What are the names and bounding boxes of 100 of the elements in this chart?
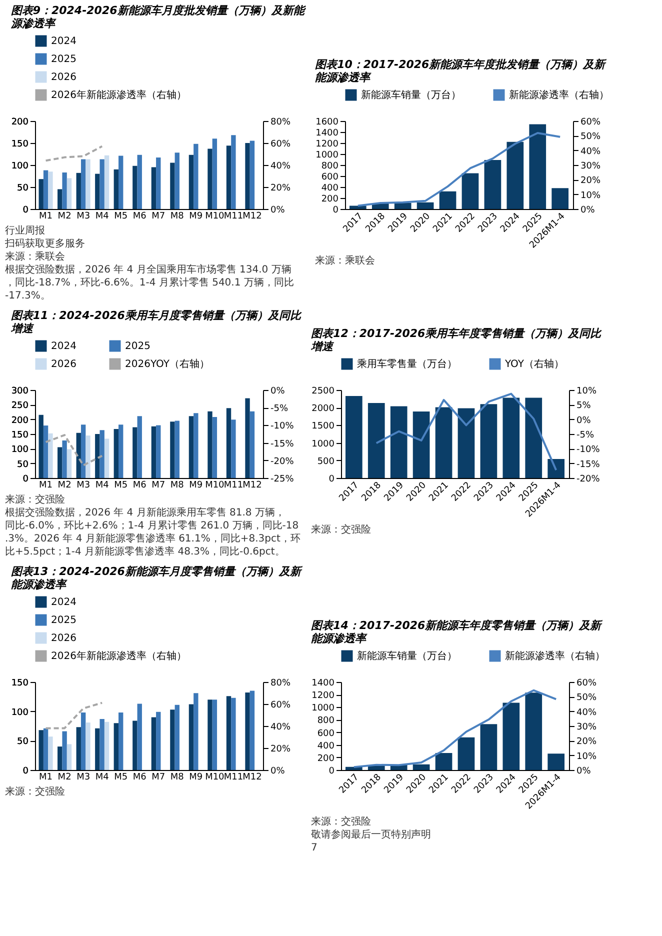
y2-tick-label: 5%: [576, 401, 592, 412]
y2-tick-label: 20%: [270, 744, 291, 754]
bar: [76, 172, 81, 209]
bar: [231, 420, 236, 478]
y2-tick-label: 0%: [270, 386, 286, 396]
bar: [231, 698, 236, 770]
bar: [58, 447, 62, 478]
bar: [552, 188, 569, 209]
bar: [132, 166, 138, 209]
bar: [80, 424, 86, 478]
y-tick-label: 200: [11, 416, 29, 426]
bar: [114, 723, 119, 770]
legend-label: 2024: [51, 341, 76, 352]
bar: [100, 159, 104, 209]
y-tick-label: 100: [11, 445, 29, 456]
chart-title: 图表9：2024-2026新能源车月度批发销量（万辆）及新能源渗透率: [10, 4, 306, 30]
y-tick-label: 0: [22, 474, 29, 484]
bar: [212, 416, 218, 478]
chart-title: 图表12：2017-2026乘用车年度零售销量（万辆）及同比增速: [310, 327, 602, 353]
y-tick-label: 0: [328, 766, 335, 776]
x-tick-label: M4: [95, 212, 110, 222]
bar: [43, 425, 48, 478]
bar: [66, 178, 72, 209]
bar: [104, 155, 110, 209]
y-tick-label: 250: [11, 401, 29, 412]
bar: [208, 700, 212, 770]
bar: [525, 398, 542, 478]
y-tick-label: 2500: [312, 386, 335, 396]
y-tick-label: 0: [332, 206, 339, 216]
bar: [188, 154, 194, 209]
bar: [502, 398, 520, 478]
y2-tick-label: 0%: [576, 766, 592, 776]
x-tick-label: M5: [114, 772, 128, 782]
y2-tick-label: 80%: [270, 118, 291, 128]
bar: [156, 425, 161, 478]
y2-tick-label: 10%: [580, 190, 601, 201]
legend-label: 新能源渗透率（右轴）: [505, 650, 605, 662]
y-tick-label: 150: [11, 140, 29, 150]
x-tick-label: M2: [58, 480, 72, 490]
chart-title: 图表11：2024-2026乘用车月度零售销量（万辆）及同比增速: [10, 309, 302, 335]
legend-label: 2026: [51, 633, 76, 644]
x-tick-label: M1: [39, 772, 53, 782]
bar: [480, 724, 498, 770]
y-tick-label: 150: [11, 678, 29, 688]
legend-label: 2024: [51, 597, 76, 608]
bar: [170, 710, 175, 770]
y2-tick-label: -25%: [270, 474, 294, 484]
y2-tick-label: 0%: [270, 206, 286, 216]
y-tick-label: 200: [317, 754, 335, 764]
y2-tick-label: 50%: [580, 132, 601, 142]
line-series: [356, 132, 562, 207]
text: 7: [311, 842, 318, 854]
bar: [156, 158, 161, 209]
bar: [100, 430, 104, 478]
y-tick-label: 800: [321, 162, 339, 172]
x-tick-label: M8: [170, 480, 184, 490]
x-tick-label: M8: [170, 772, 184, 782]
y2-tick-label: 10%: [576, 386, 597, 396]
chart-title: 图表13：2024-2026新能源车月度零售销量（万辆）及新能源渗透率: [10, 565, 303, 591]
y-tick-label: 300: [11, 386, 29, 396]
bar: [95, 728, 100, 770]
bar: [435, 407, 452, 478]
y-tick-label: 1400: [312, 678, 335, 688]
y2-tick-label: 30%: [580, 162, 601, 172]
bar: [43, 728, 48, 770]
bar: [245, 143, 250, 209]
x-tick-label: M10: [205, 480, 225, 490]
legend-label: 2026YOY（右轴）: [125, 358, 210, 370]
bar: [212, 700, 218, 770]
y2-tick-label: 60%: [270, 700, 291, 710]
bar: [194, 693, 198, 770]
y2-tick-label: 40%: [580, 146, 601, 157]
bar: [137, 154, 142, 209]
line-series: [352, 689, 558, 768]
y-tick-label: 50: [17, 460, 29, 470]
y-tick-label: 1000: [316, 150, 339, 160]
y-tick-label: 800: [317, 716, 335, 726]
y-tick-label: 0: [22, 766, 29, 776]
y2-tick-label: 10%: [576, 752, 597, 762]
bar: [86, 722, 90, 770]
bar: [208, 411, 212, 478]
bar: [188, 416, 194, 478]
legend-label: 新能源渗透率（右轴）: [509, 89, 609, 101]
bar: [76, 432, 81, 478]
x-tick-label: M3: [76, 212, 90, 222]
y2-tick-label: 0%: [270, 766, 286, 776]
y-tick-label: 150: [11, 430, 29, 440]
legend-label: 2024: [51, 36, 76, 47]
x-tick-label: M12: [242, 772, 262, 782]
text: 根据交强险数据，2026 年 4 月全国乘用车市场零售 134.0 万辆，同比-18.7%，环比-6.6%。1-4 月累计零售 540.1 万辆，同比-17.3%。: [5, 264, 294, 302]
bar: [151, 717, 156, 770]
bar: [118, 424, 124, 478]
bar: [194, 413, 198, 478]
legend-label: 新能源车销量（万台）: [361, 89, 461, 101]
text: 行业周报: [5, 224, 45, 236]
source-note: 来源：交强险: [311, 816, 371, 828]
x-tick-label: M7: [152, 772, 166, 782]
bar: [231, 135, 236, 209]
bar: [100, 718, 104, 770]
legend-label: 2026: [51, 72, 76, 83]
